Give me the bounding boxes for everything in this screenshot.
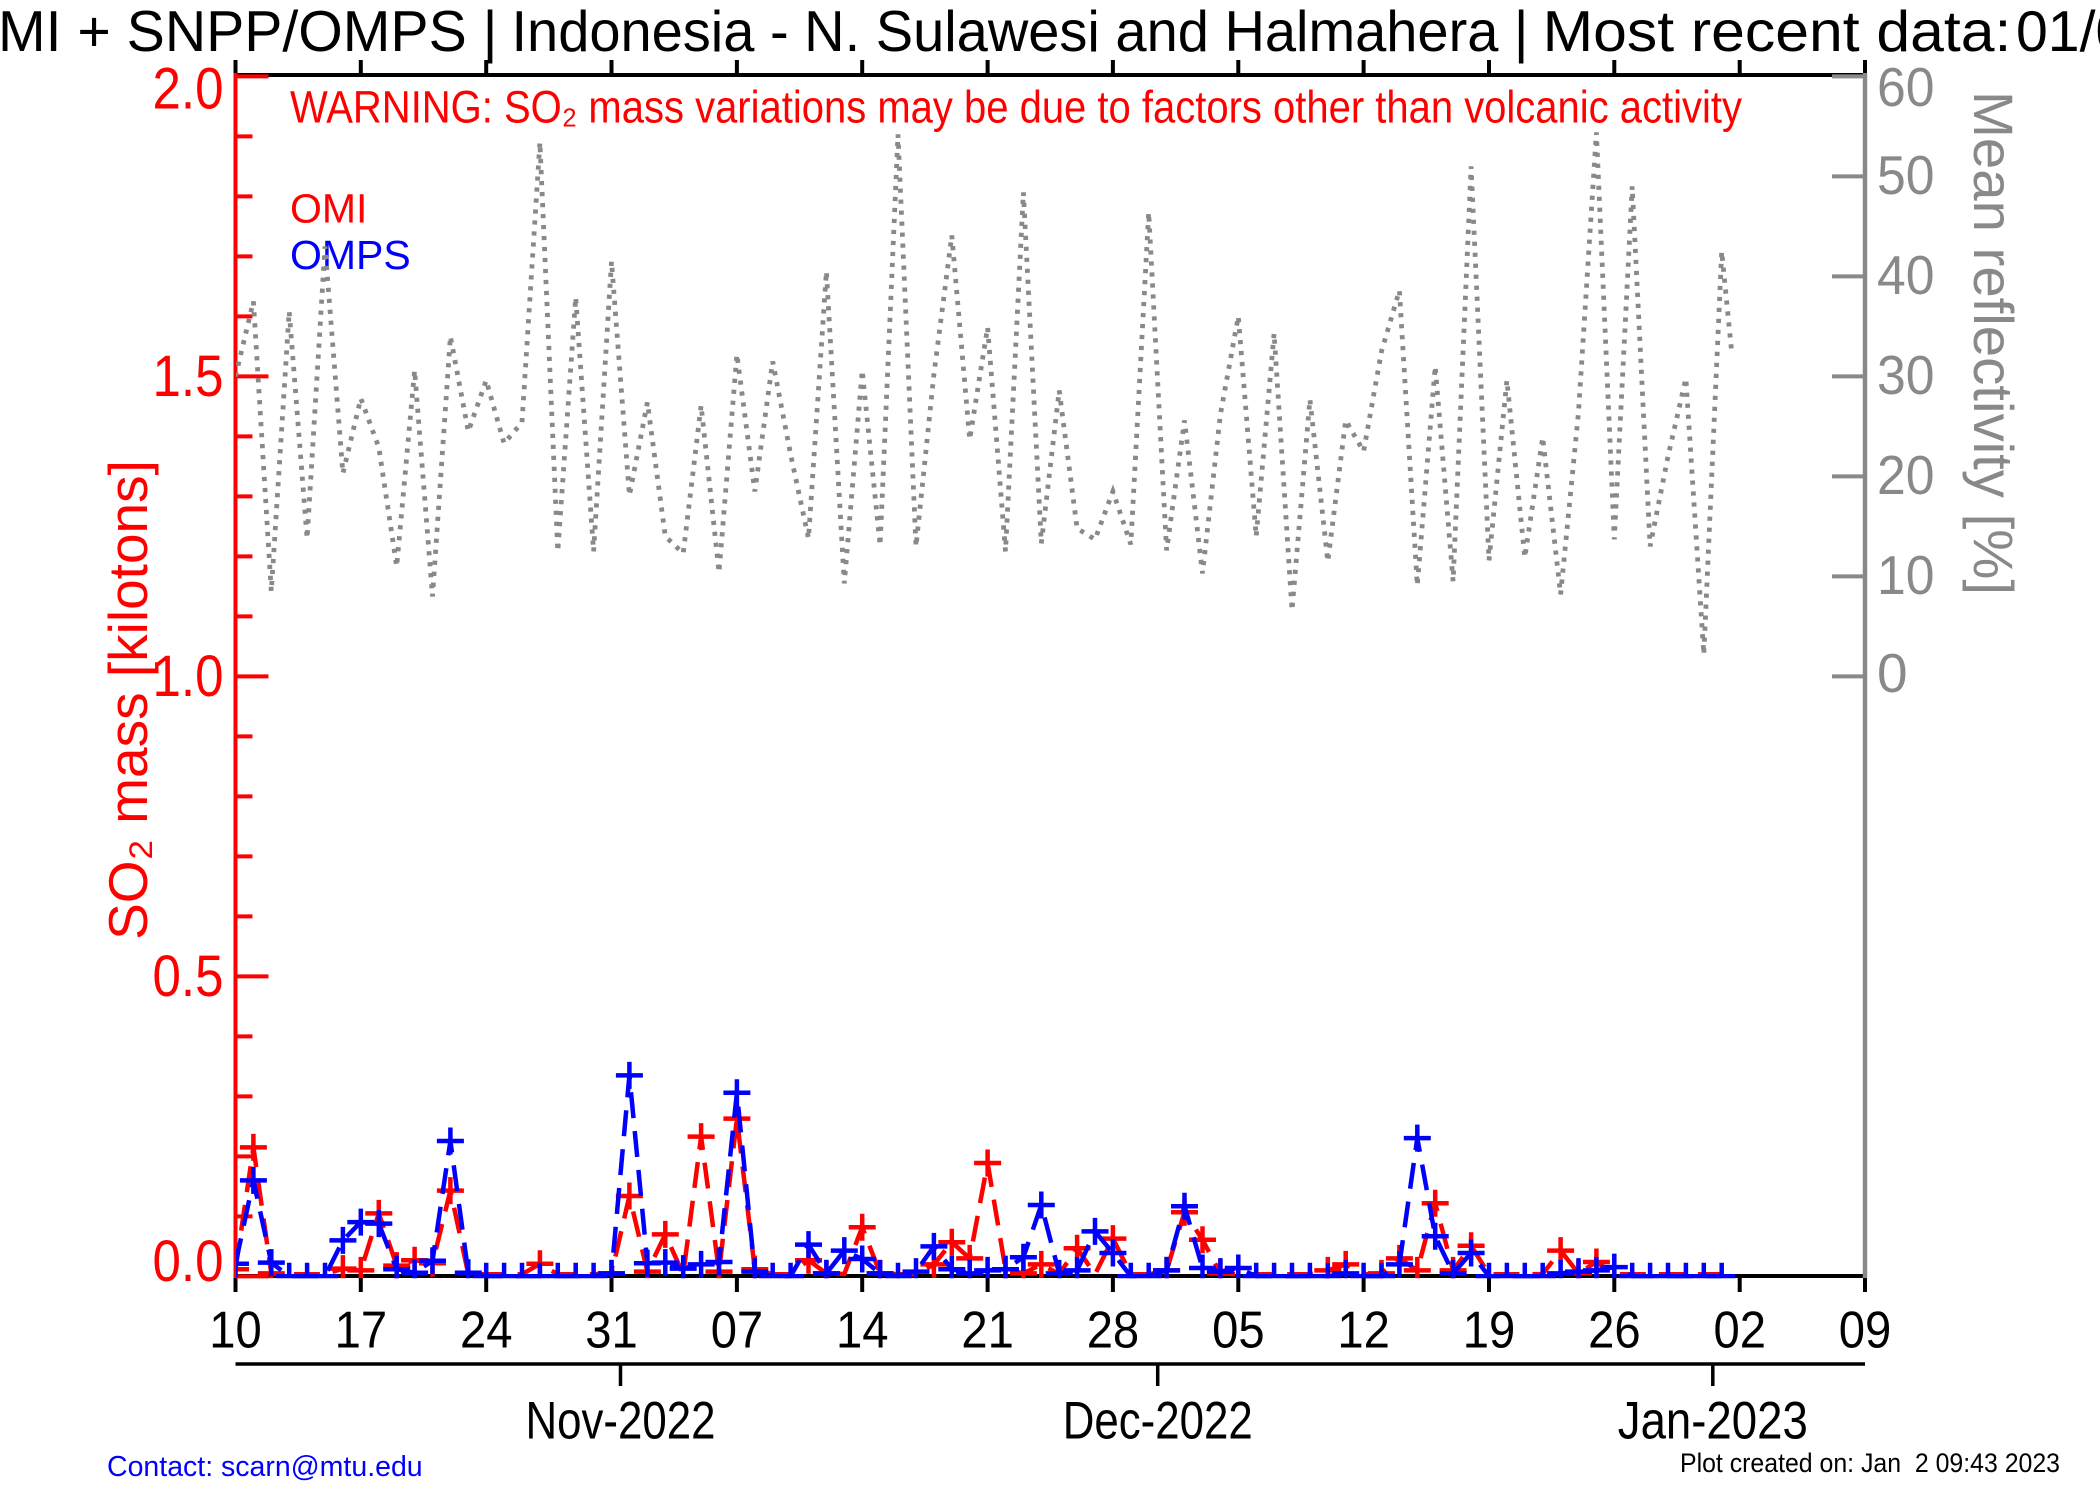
svg-text:19: 19 — [1463, 1302, 1516, 1360]
svg-text:Plot created on: Jan 2 09:43: Plot created on: Jan 2 09:43 2023 — [1680, 1448, 2060, 1478]
svg-text:09: 09 — [1839, 1302, 1892, 1360]
svg-text:Dec-2022: Dec-2022 — [1063, 1392, 1253, 1451]
svg-text:1.5: 1.5 — [153, 344, 224, 409]
svg-text:12: 12 — [1337, 1302, 1390, 1360]
svg-text:Jan-2023: Jan-2023 — [1618, 1392, 1808, 1451]
svg-text:30: 30 — [1877, 344, 1935, 406]
svg-text:Contact: scarn@mtu.edu: Contact: scarn@mtu.edu — [107, 1451, 423, 1483]
svg-text:OMI + SNPP/OMPS |: OMI + SNPP/OMPS | — [0, 0, 497, 64]
svg-text:31: 31 — [585, 1302, 638, 1360]
svg-text:WARNING: SO₂ mass variations m: WARNING: SO₂ mass variations may be due … — [290, 82, 1742, 133]
svg-text:28: 28 — [1087, 1302, 1140, 1360]
svg-text:21: 21 — [961, 1302, 1014, 1360]
svg-text:Indonesia - N. Sulawesi and Ha: Indonesia - N. Sulawesi and Halmahera | — [512, 0, 1529, 64]
svg-text:0.0: 0.0 — [153, 1229, 224, 1294]
svg-text:2.0: 2.0 — [153, 56, 224, 121]
svg-text:60: 60 — [1877, 56, 1935, 118]
svg-text:01/02/23: 01/02/23 — [2016, 0, 2100, 64]
svg-text:OMI: OMI — [290, 186, 367, 232]
svg-text:26: 26 — [1588, 1302, 1641, 1360]
svg-text:0: 0 — [1877, 642, 1908, 704]
svg-text:Nov-2022: Nov-2022 — [526, 1392, 716, 1451]
svg-text:0.5: 0.5 — [153, 944, 224, 1009]
svg-text:Mean reflectivity [%]: Mean reflectivity [%] — [1962, 91, 2025, 595]
svg-text:02: 02 — [1714, 1302, 1767, 1360]
svg-text:17: 17 — [335, 1302, 388, 1360]
svg-text:10: 10 — [209, 1302, 261, 1360]
svg-text:14: 14 — [836, 1302, 889, 1360]
svg-text:05: 05 — [1212, 1302, 1265, 1360]
svg-text:20: 20 — [1877, 444, 1935, 506]
svg-text:SO₂ mass [kilotons]: SO₂ mass [kilotons] — [97, 460, 159, 940]
svg-text:OMPS: OMPS — [290, 232, 411, 278]
svg-text:1.0: 1.0 — [153, 644, 224, 709]
svg-text:10: 10 — [1877, 544, 1935, 606]
svg-text:07: 07 — [711, 1302, 764, 1360]
svg-text:50: 50 — [1877, 144, 1935, 206]
svg-text:Most recent data:: Most recent data: — [1543, 0, 2012, 64]
svg-text:40: 40 — [1877, 244, 1935, 306]
svg-text:24: 24 — [460, 1302, 513, 1360]
